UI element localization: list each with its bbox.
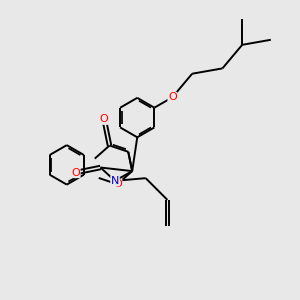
Text: N: N <box>111 176 119 186</box>
Text: O: O <box>71 168 80 178</box>
Text: O: O <box>168 92 177 102</box>
Text: O: O <box>113 179 122 189</box>
Text: O: O <box>100 114 109 124</box>
